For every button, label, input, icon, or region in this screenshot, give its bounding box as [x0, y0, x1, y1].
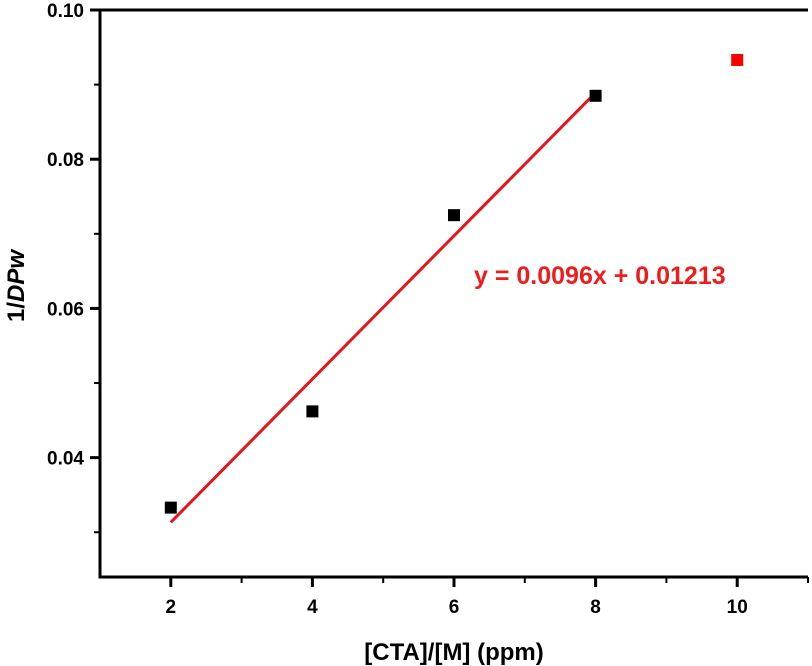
x-axis-ticks: 2 4 6 8 10 [166, 577, 809, 618]
x-tick-label: 6 [449, 597, 460, 618]
y-axis-title-italic: DPw [3, 249, 30, 302]
fit-line-group [169, 91, 597, 524]
data-point [164, 501, 177, 514]
y-tick-label: 0.10 [47, 1, 84, 22]
y-tick-label: 0.06 [47, 299, 84, 320]
y-tick-label: 0.08 [47, 150, 84, 171]
data-point [589, 89, 602, 102]
fit-equation: y = 0.0096x + 0.01213 [474, 262, 726, 290]
x-tick-label: 10 [727, 597, 748, 618]
y-axis-ticks: 0.04 0.06 0.08 0.10 [47, 1, 100, 534]
y-tick-label: 0.04 [47, 449, 84, 470]
data-points [164, 53, 744, 514]
x-axis-title: [CTA]/[M] (ppm) [364, 639, 543, 666]
x-tick-label: 2 [166, 597, 177, 618]
data-point [448, 209, 460, 222]
x-tick-label: 4 [307, 597, 318, 618]
y-axis-title: 1/DPw [3, 249, 30, 322]
plot-frame [98, 8, 808, 579]
data-point [731, 53, 744, 66]
data-point [306, 405, 319, 418]
x-tick-label: 8 [590, 597, 601, 618]
fit-line [169, 91, 597, 524]
y-axis-title-prefix: 1/ [3, 302, 30, 322]
